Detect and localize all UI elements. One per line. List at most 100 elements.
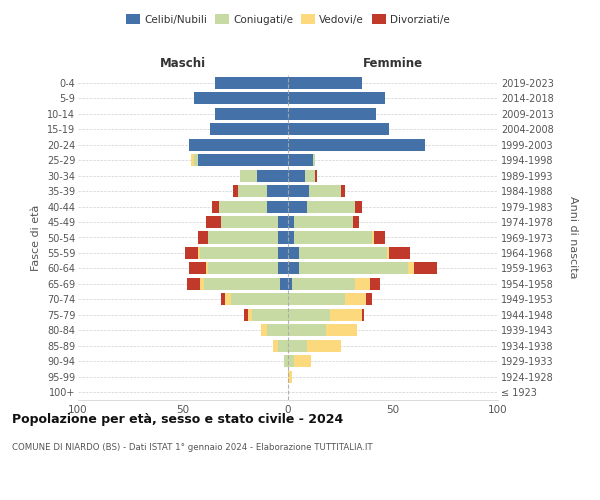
Bar [277,262,288,274]
Bar [307,340,341,352]
Bar [353,216,359,228]
Bar [414,262,437,274]
Bar [244,309,248,321]
Bar [198,154,288,166]
Bar [299,247,387,259]
Bar [198,232,208,243]
Text: Popolazione per età, sesso e stato civile - 2024: Popolazione per età, sesso e stato civil… [12,412,343,426]
Bar [295,232,372,243]
Bar [277,340,288,352]
Bar [374,232,385,243]
Bar [292,278,355,290]
Bar [288,247,299,259]
Bar [198,247,200,259]
Bar [260,324,267,336]
Bar [288,356,295,368]
Bar [200,278,204,290]
Bar [280,278,288,290]
Bar [187,278,200,290]
Bar [408,262,414,274]
Bar [288,200,307,212]
Bar [200,247,277,259]
Bar [215,108,288,120]
Bar [267,324,288,336]
Bar [366,294,372,306]
Text: Maschi: Maschi [160,58,206,70]
Bar [288,324,326,336]
Bar [215,76,288,89]
Text: Femmine: Femmine [363,58,423,70]
Bar [387,247,389,259]
Bar [267,185,288,197]
Bar [288,123,389,135]
Bar [313,154,316,166]
Bar [189,138,288,150]
Bar [316,170,317,181]
Bar [252,309,288,321]
Bar [218,200,267,212]
Bar [307,200,355,212]
Bar [277,247,288,259]
Bar [189,262,206,274]
Bar [210,123,288,135]
Bar [191,154,193,166]
Bar [288,262,299,274]
Bar [277,232,288,243]
Y-axis label: Anni di nascita: Anni di nascita [568,196,578,279]
Bar [288,371,292,383]
Bar [206,262,208,274]
Bar [288,340,307,352]
Bar [288,138,425,150]
Bar [355,200,362,212]
Bar [277,216,288,228]
Bar [355,278,370,290]
Bar [288,170,305,181]
Bar [238,185,267,197]
Bar [212,200,218,212]
Text: COMUNE DI NIARDO (BS) - Dati ISTAT 1° gennaio 2024 - Elaborazione TUTTITALIA.IT: COMUNE DI NIARDO (BS) - Dati ISTAT 1° ge… [12,442,373,452]
Y-axis label: Fasce di età: Fasce di età [31,204,41,270]
Bar [240,170,257,181]
Bar [341,185,344,197]
Bar [288,76,361,89]
Bar [288,92,385,104]
Bar [389,247,410,259]
Bar [295,216,353,228]
Bar [288,309,330,321]
Bar [370,278,380,290]
Bar [288,108,376,120]
Bar [225,294,232,306]
Bar [233,185,238,197]
Bar [288,216,295,228]
Bar [288,294,345,306]
Legend: Celibi/Nubili, Coniugati/e, Vedovi/e, Divorziati/e: Celibi/Nubili, Coniugati/e, Vedovi/e, Di… [122,10,454,29]
Bar [267,200,288,212]
Bar [288,154,313,166]
Bar [208,232,277,243]
Bar [221,294,225,306]
Bar [193,92,288,104]
Bar [299,262,408,274]
Bar [372,232,374,243]
Bar [248,309,252,321]
Bar [185,247,198,259]
Bar [326,324,358,336]
Bar [208,262,277,274]
Bar [288,232,295,243]
Bar [274,340,277,352]
Bar [193,154,198,166]
Bar [257,170,288,181]
Bar [295,356,311,368]
Bar [361,309,364,321]
Bar [232,294,288,306]
Bar [288,185,309,197]
Bar [206,216,221,228]
Bar [309,185,341,197]
Bar [221,216,277,228]
Bar [284,356,288,368]
Bar [345,294,366,306]
Bar [288,278,292,290]
Bar [330,309,361,321]
Bar [204,278,280,290]
Bar [305,170,316,181]
